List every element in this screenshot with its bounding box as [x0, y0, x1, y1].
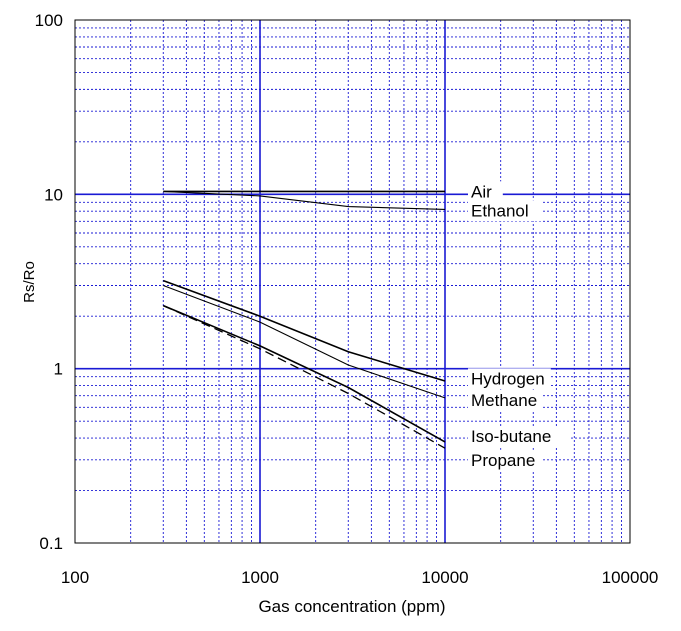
series-label-bg — [468, 390, 542, 412]
series-line-iso-butane — [162, 304, 446, 443]
series-label-bg — [468, 449, 542, 471]
x-tick-label: 10000 — [421, 568, 468, 587]
x-tick-label: 1000 — [241, 568, 279, 587]
series-label-methane: Methane — [471, 391, 537, 410]
y-axis-title: Rs/Ro — [21, 261, 38, 303]
series-lines — [162, 190, 446, 449]
series-label-bg — [468, 426, 570, 448]
y-tick-label: 1 — [54, 360, 63, 379]
y-tick-labels: 0.1 1 10 100 — [35, 11, 63, 553]
series-label-propane: Propane — [471, 451, 535, 470]
series-label-bg — [468, 200, 542, 222]
series-line-hydrogen — [163, 279, 446, 382]
plot-frame — [74, 19, 631, 544]
grid — [75, 20, 630, 543]
series-label-hydrogen: Hydrogen — [471, 369, 545, 388]
x-tick-label: 100 — [61, 568, 89, 587]
y-tick-label: 10 — [44, 185, 63, 204]
series-line-ethanol — [163, 190, 446, 210]
series-label-bg — [468, 181, 503, 203]
series-label-air: Air — [471, 182, 492, 201]
x-tick-label: 100000 — [602, 568, 659, 587]
series-line-methane — [163, 284, 446, 399]
y-tick-label: 100 — [35, 11, 63, 30]
x-tick-labels: 100 1000 10000 100000 — [61, 568, 659, 587]
series-label-ethanol: Ethanol — [471, 201, 529, 220]
series-label-iso-butane: Iso-butane — [471, 427, 551, 446]
series-line-propane — [163, 305, 446, 449]
series-label-bg — [468, 368, 551, 390]
y-tick-label: 0.1 — [39, 534, 63, 553]
x-axis-title: Gas concentration (ppm) — [258, 597, 445, 616]
